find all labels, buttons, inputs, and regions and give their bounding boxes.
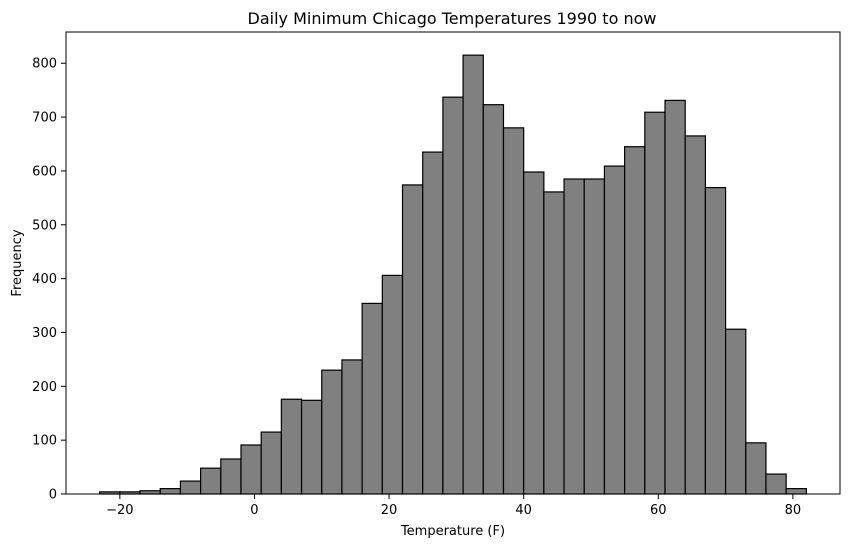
histogram-bar — [220, 458, 242, 495]
histogram-bar — [482, 104, 505, 495]
histogram-bar — [765, 473, 787, 495]
y-tick-label: 400 — [32, 272, 57, 287]
histogram-bar — [341, 359, 363, 495]
x-axis-ticks: −20 0 20 40 60 80 — [106, 494, 801, 518]
y-tick-label: 300 — [32, 326, 57, 341]
histogram-bar — [240, 444, 262, 495]
histogram-bar — [684, 135, 706, 495]
chart-title: Daily Minimum Chicago Temperatures 1990 … — [248, 9, 657, 28]
histogram-bar — [785, 488, 807, 495]
y-tick-label: 700 — [32, 111, 57, 126]
histogram-bar — [624, 146, 646, 495]
histogram-bar — [442, 96, 464, 495]
histogram-bar — [462, 54, 484, 495]
histogram-bar — [724, 328, 747, 495]
histogram-bar — [563, 178, 585, 495]
histogram-bar — [401, 184, 424, 495]
histogram-bar — [179, 480, 202, 495]
y-tick-label: 200 — [32, 380, 57, 395]
y-tick-label: 100 — [32, 434, 57, 449]
y-tick-label: 500 — [32, 218, 57, 233]
histogram-bars — [99, 54, 807, 495]
x-axis-label: Temperature (F) — [400, 524, 505, 539]
histogram-bar — [502, 127, 525, 495]
histogram-bar — [543, 191, 565, 495]
histogram-bar — [159, 488, 182, 495]
x-tick-label: 20 — [381, 503, 398, 518]
x-tick-label: 60 — [650, 503, 667, 518]
histogram-bar — [664, 99, 686, 495]
y-axis-ticks: 0 100 200 300 400 500 600 700 800 — [32, 57, 66, 503]
histogram-bar — [381, 274, 404, 495]
plot-frame — [65, 31, 841, 495]
x-tick-label: 40 — [515, 503, 532, 518]
histogram-bar — [603, 165, 626, 495]
histogram-bar — [321, 369, 343, 495]
histogram-bar — [583, 178, 606, 495]
histogram-bar — [704, 187, 727, 495]
histogram-bar — [745, 442, 767, 495]
histogram-bar — [260, 431, 282, 495]
x-tick-label: −20 — [106, 503, 133, 518]
y-tick-label: 0 — [49, 488, 57, 503]
histogram-bar — [361, 302, 383, 495]
histogram-bar — [644, 111, 666, 495]
histogram-bar — [422, 151, 444, 495]
histogram-bar — [280, 398, 303, 495]
x-tick-label: 0 — [250, 503, 258, 518]
y-axis-label: Frequency — [10, 229, 25, 296]
histogram-bar — [300, 399, 323, 495]
histogram-bar — [523, 171, 545, 495]
x-tick-label: 80 — [785, 503, 802, 518]
y-tick-label: 600 — [32, 164, 57, 179]
y-tick-label: 800 — [32, 57, 57, 72]
histogram-bar — [200, 467, 222, 495]
